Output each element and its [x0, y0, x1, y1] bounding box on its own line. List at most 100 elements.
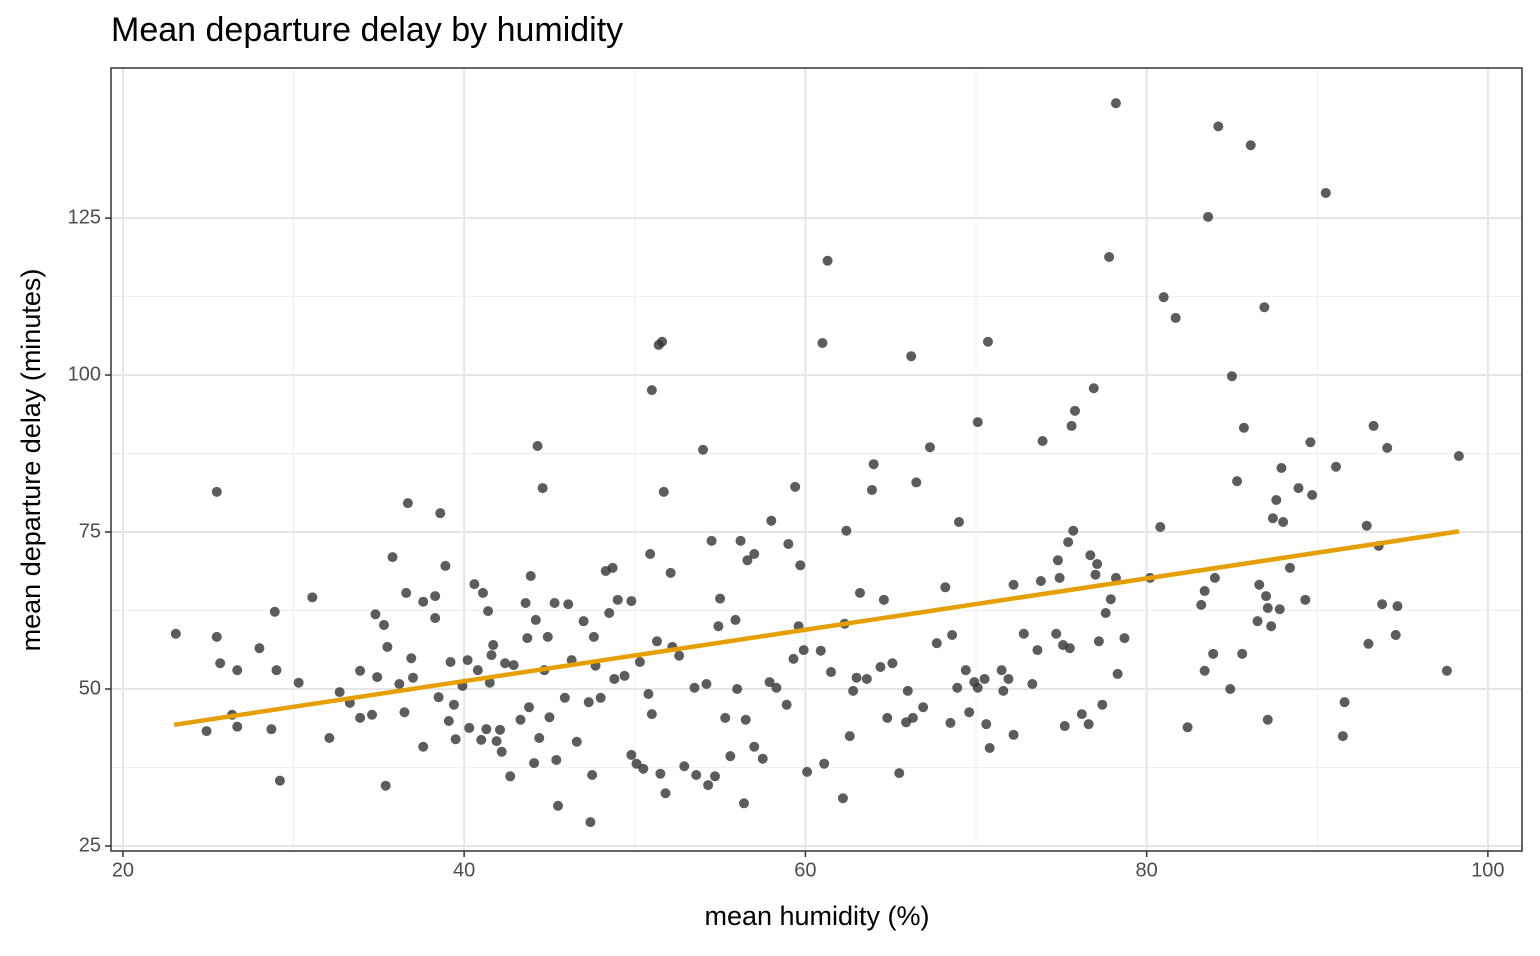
chart-title: Mean departure delay by humidity — [111, 11, 623, 49]
point — [1090, 569, 1101, 580]
point — [525, 570, 536, 581]
point — [201, 726, 212, 737]
y-tick-label: 50 — [79, 677, 101, 699]
point — [802, 766, 813, 777]
point — [646, 709, 657, 720]
point — [822, 255, 833, 266]
point — [735, 535, 746, 546]
point — [211, 631, 222, 642]
point — [757, 753, 768, 764]
point — [505, 771, 516, 782]
point — [1259, 302, 1270, 313]
point — [783, 538, 794, 549]
point — [1104, 252, 1115, 262]
point — [1361, 520, 1372, 531]
point — [1035, 576, 1046, 586]
point — [713, 621, 724, 632]
x-tick-label: 20 — [112, 859, 134, 881]
point — [1008, 729, 1019, 740]
point — [1088, 383, 1099, 394]
point — [232, 665, 243, 676]
x-axis-title: mean humidity (%) — [704, 901, 929, 931]
point — [1262, 603, 1273, 613]
point — [817, 338, 828, 349]
x-tick-label: 60 — [794, 859, 816, 881]
point — [634, 657, 645, 667]
point — [911, 477, 922, 488]
point — [1225, 684, 1236, 694]
point — [1085, 550, 1096, 561]
point — [730, 614, 741, 625]
point — [1155, 522, 1166, 532]
point — [401, 587, 412, 598]
point — [841, 525, 852, 536]
point — [520, 597, 531, 608]
point — [815, 645, 826, 656]
point — [651, 636, 662, 647]
point — [571, 736, 582, 747]
point — [355, 712, 366, 723]
point — [945, 717, 956, 728]
point — [861, 673, 872, 684]
point — [878, 594, 889, 605]
point — [549, 597, 560, 608]
point — [542, 631, 553, 642]
point — [972, 417, 983, 428]
point — [553, 800, 564, 811]
point — [588, 631, 599, 642]
point — [443, 716, 454, 727]
point — [1203, 211, 1214, 222]
point — [1196, 599, 1207, 610]
point — [790, 481, 801, 492]
point — [918, 702, 929, 713]
point — [742, 555, 753, 566]
point — [495, 724, 506, 735]
point — [587, 770, 598, 781]
point — [515, 714, 526, 725]
point — [907, 712, 918, 723]
x-tick-label: 40 — [453, 859, 475, 881]
point — [445, 657, 456, 667]
point — [1037, 435, 1048, 446]
point — [1076, 709, 1087, 720]
point — [1238, 422, 1249, 433]
point — [795, 560, 806, 571]
point — [477, 587, 488, 598]
point — [1331, 461, 1342, 472]
point — [1274, 604, 1285, 615]
point — [646, 385, 657, 396]
point — [1059, 721, 1070, 732]
point — [1208, 648, 1219, 659]
point — [940, 582, 951, 593]
point — [982, 336, 993, 347]
point — [964, 707, 975, 718]
x-tick-label: 80 — [1136, 859, 1158, 881]
point — [826, 667, 837, 678]
point — [709, 771, 720, 782]
point — [266, 724, 277, 735]
point — [578, 616, 589, 627]
point — [1368, 420, 1379, 431]
point — [701, 678, 712, 689]
point — [1110, 572, 1121, 583]
point — [698, 444, 709, 455]
point — [585, 817, 596, 828]
point — [947, 630, 958, 640]
point — [887, 658, 898, 669]
point — [430, 591, 441, 602]
point — [551, 754, 562, 765]
point — [851, 672, 862, 683]
point — [484, 677, 495, 688]
point — [1305, 437, 1316, 448]
point — [508, 660, 519, 671]
point — [612, 594, 623, 605]
point — [274, 775, 285, 786]
point — [462, 655, 473, 666]
point — [370, 609, 381, 620]
point — [1027, 678, 1038, 689]
point — [868, 459, 879, 470]
point — [367, 709, 378, 720]
point — [631, 758, 642, 769]
